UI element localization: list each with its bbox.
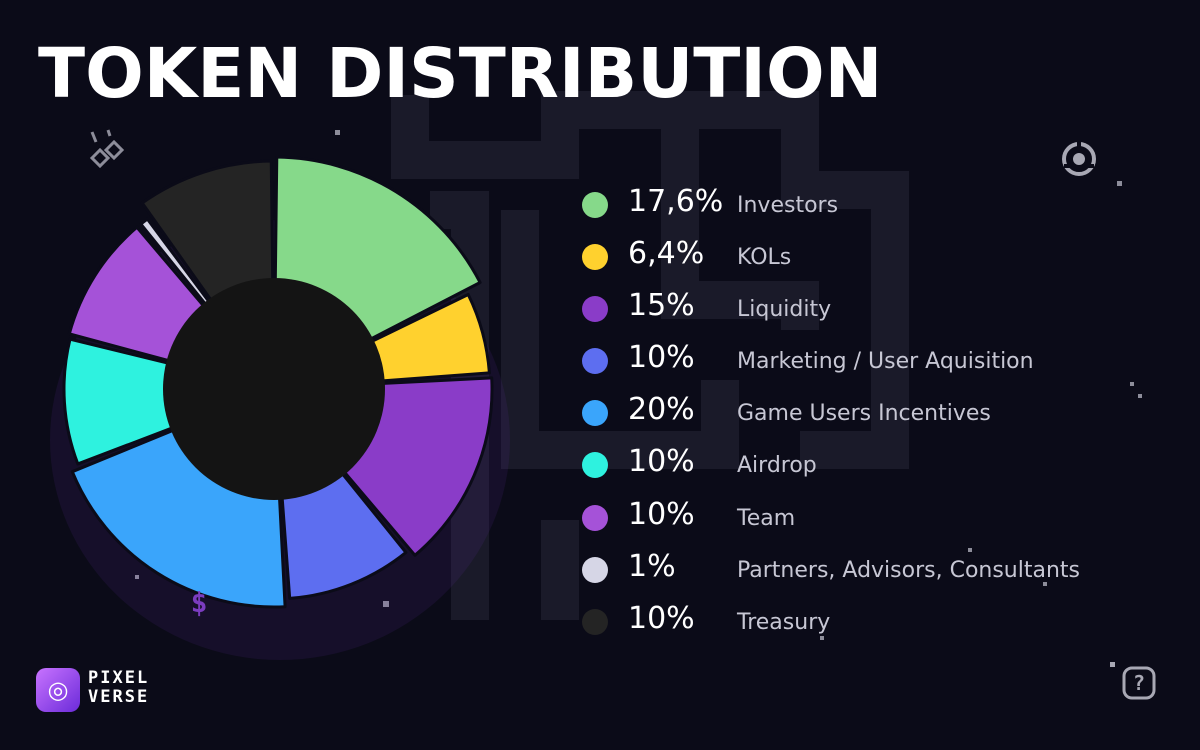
legend-label: Airdrop — [737, 453, 817, 479]
logo-line-2: VERSE — [88, 687, 150, 707]
pixelverse-logo: ◎ PIXEL VERSE — [36, 666, 176, 716]
legend-item-game-users: 20% Game Users Incentives — [580, 388, 1140, 440]
legend-item-marketing: 10% Marketing / User Aquisition — [580, 336, 1140, 388]
legend-percent: 20% — [628, 392, 695, 428]
pixel-ring-icon — [1062, 142, 1096, 176]
legend-swatch — [582, 608, 608, 635]
legend-percent: 15% — [628, 288, 695, 324]
legend-swatch — [582, 556, 608, 583]
legend-item-kols: 6,4% KOLs — [580, 232, 1140, 284]
legend-percent: 10% — [628, 340, 695, 376]
legend-label: Marketing / User Aquisition — [737, 349, 1034, 375]
legend-item-investors: 17,6% Investors — [580, 180, 1140, 232]
legend-swatch — [582, 348, 608, 375]
legend-label: Liquidity — [737, 297, 832, 323]
legend-percent: 10% — [628, 600, 695, 636]
legend-label: Team — [737, 505, 796, 531]
legend-item-partners: 1% Partners, Advisors, Consultants — [580, 545, 1140, 597]
legend-item-treasury: 10% Treasury — [580, 597, 1140, 649]
legend-percent: 6,4% — [628, 236, 705, 272]
legend-swatch — [582, 192, 608, 218]
svg-text:$: $ — [191, 586, 208, 618]
swirl-logo-icon: ◎ — [36, 668, 80, 712]
legend-swatch — [582, 296, 608, 323]
logo-wordmark: PIXEL VERSE — [88, 669, 178, 707]
donut-hole — [163, 278, 385, 500]
legend-label: Partners, Advisors, Consultants — [737, 557, 1080, 583]
legend-swatch — [582, 244, 608, 271]
legend-label: KOLs — [737, 245, 792, 271]
svg-text:?: ? — [1133, 671, 1145, 695]
legend-percent: 10% — [628, 444, 695, 480]
legend-percent: 1% — [628, 548, 676, 584]
page-title: TOKEN DISTRIBUTION — [38, 34, 883, 114]
chart-legend: 17,6% Investors 6,4% KOLs 15% Liquidity … — [580, 180, 1140, 649]
legend-item-team: 10% Team — [580, 493, 1140, 545]
pixel-question-icon: ? — [1110, 662, 1156, 700]
legend-label: Investors — [737, 193, 839, 218]
legend-item-airdrop: 10% Airdrop — [580, 440, 1140, 492]
legend-swatch — [582, 504, 608, 531]
legend-label: Game Users Incentives — [737, 401, 991, 427]
legend-item-liquidity: 15% Liquidity — [580, 284, 1140, 336]
legend-percent: 10% — [628, 496, 695, 532]
logo-line-1: PIXEL — [88, 668, 150, 688]
pixel-dollar-icon: $ — [191, 586, 208, 618]
legend-swatch — [582, 452, 608, 479]
legend-label: Treasury — [737, 609, 831, 635]
legend-swatch — [582, 400, 608, 427]
legend-percent: 17,6% — [628, 184, 724, 219]
pixel-glasses-icon — [89, 129, 125, 168]
